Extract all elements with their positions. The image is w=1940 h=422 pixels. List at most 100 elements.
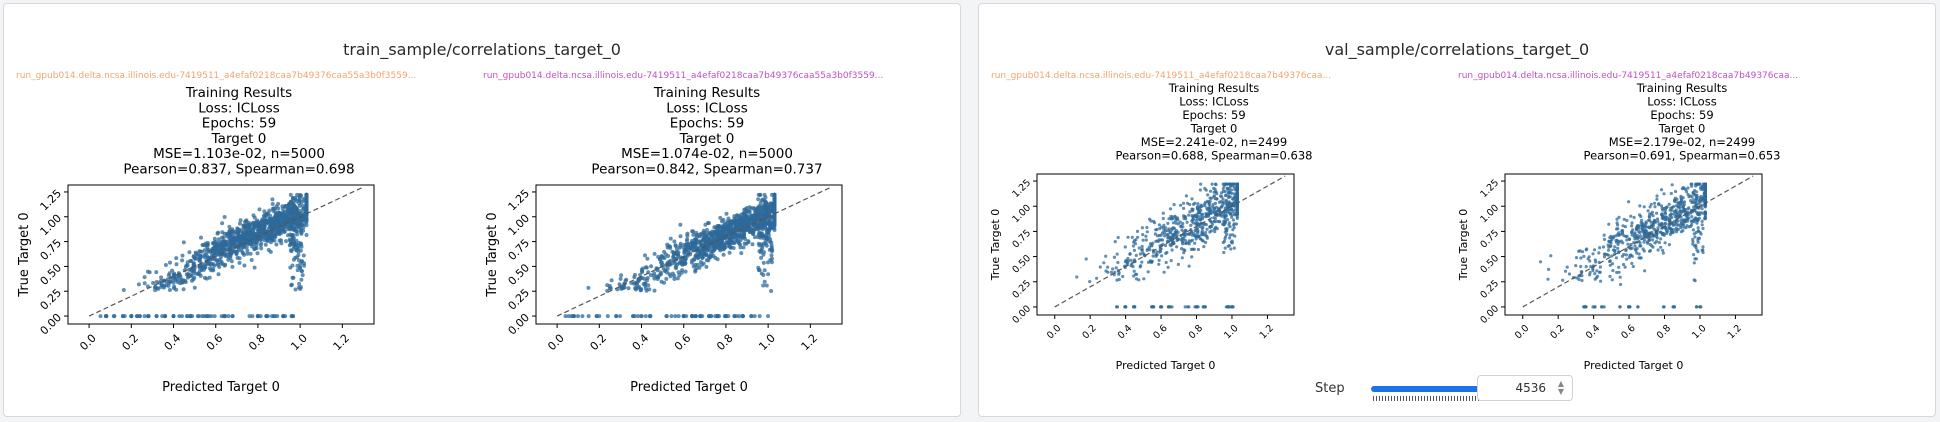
scatter-point (756, 207, 761, 212)
scatter-point (1609, 241, 1613, 245)
slider-track[interactable] (1371, 386, 1495, 392)
scatter-point (1157, 223, 1161, 227)
y-tick-label: 1.00 (1010, 203, 1033, 226)
scatter-point (688, 246, 693, 250)
scatter-point (142, 281, 147, 286)
run-label[interactable]: run_gpub014.delta.ncsa.illinois.edu-7419… (16, 71, 417, 81)
stepper-icon[interactable]: ▲ ▼ (1557, 379, 1564, 396)
scatter-point (1212, 186, 1216, 190)
run-label[interactable]: run_gpub014.delta.ncsa.illinois.edu-7419… (991, 71, 1332, 81)
x-tick-label: 0.8 (246, 332, 268, 354)
scatter-point (758, 250, 763, 255)
x-tick-label: 0.8 (714, 332, 736, 354)
scatter-point (1219, 205, 1223, 209)
chart-title-line: MSE=1.074e-02, n=5000 (621, 146, 793, 162)
scatter-point (1646, 209, 1650, 213)
scatter-point (1138, 252, 1142, 256)
x-tick-label: 1.0 (756, 332, 778, 354)
scatter-point (207, 261, 212, 266)
x-tick-label: 1.0 (288, 332, 310, 354)
scatter-point (262, 209, 267, 214)
scatter-point (1136, 235, 1140, 239)
scatter-point (275, 314, 280, 319)
scatter-point (1598, 246, 1602, 250)
scatter-point (648, 314, 652, 319)
scatter-point (1205, 227, 1209, 231)
step-label: Step (1315, 381, 1345, 396)
scatter-point (153, 288, 158, 293)
scatter-point (617, 282, 622, 287)
scatter-point (667, 272, 672, 277)
scatter-point (681, 314, 686, 319)
scatter-point (672, 239, 677, 244)
scatter-point (1686, 186, 1690, 190)
scatter-point (171, 272, 176, 277)
scatter-point (1698, 305, 1702, 309)
scatter-point (1232, 192, 1236, 196)
scatter-point (669, 314, 674, 319)
scatter-point (1642, 205, 1646, 209)
scatter-point (1648, 205, 1652, 209)
scatter-point (1132, 269, 1136, 273)
scatter-point (304, 192, 309, 197)
x-tick-label: 0.2 (120, 332, 142, 354)
run-label[interactable]: run_gpub014.delta.ncsa.illinois.edu-7419… (483, 71, 884, 81)
scatter-point (1655, 194, 1659, 198)
scatter-point (1695, 305, 1699, 309)
scatter-point (1661, 208, 1665, 212)
scatter-point (1232, 223, 1236, 227)
scatter-point (1658, 223, 1662, 227)
scatter-point (1667, 243, 1671, 247)
scatter-point (1167, 217, 1171, 221)
scatter-point (1630, 224, 1634, 228)
scatter-point (1703, 189, 1707, 193)
scatter-point (266, 230, 271, 235)
scatter-point (1169, 259, 1173, 263)
scatter-point (178, 275, 183, 280)
scatter-point (171, 314, 176, 319)
scatter-point (162, 283, 167, 288)
scatter-point (243, 223, 248, 228)
scatter-point (1636, 224, 1640, 228)
scatter-point (274, 242, 279, 247)
scatter-point (737, 215, 742, 220)
scatter-point (218, 246, 223, 251)
scatter-point (1666, 229, 1670, 233)
y-tick-label: 0.00 (38, 311, 65, 338)
x-tick-label: 0.6 (204, 332, 226, 354)
scatter-point (680, 262, 685, 267)
scatter-point (643, 281, 648, 286)
scatter-point (677, 273, 682, 278)
scatter-point (1694, 257, 1698, 261)
scatter-point (270, 216, 275, 221)
scatter-point (1198, 188, 1202, 192)
scatter-point (748, 213, 753, 218)
scatter-point (563, 314, 568, 319)
scatter-point (1630, 231, 1634, 235)
scatter-point (191, 254, 196, 259)
scatter-point (1189, 223, 1193, 227)
scatter-point (752, 314, 757, 319)
scatter-point (201, 267, 206, 272)
scatter-point (1134, 253, 1138, 257)
scatter-point (576, 314, 580, 319)
scatter-point (1549, 254, 1553, 258)
scatter-point (762, 279, 767, 284)
scatter-point (1183, 215, 1187, 219)
scatter-point (715, 314, 720, 319)
scatter-point (1674, 221, 1678, 225)
step-input[interactable]: 4536 ▲ ▼ (1477, 375, 1573, 401)
scatter-point (1669, 191, 1673, 196)
run-label[interactable]: run_gpub014.delta.ncsa.illinois.edu-7419… (1458, 71, 1799, 81)
scatter-point (1610, 254, 1614, 258)
scatter-point (1140, 260, 1144, 264)
scatter-point (1575, 276, 1579, 280)
scatter-point (1584, 305, 1588, 309)
scatter-point (1224, 194, 1228, 198)
scatter-point (742, 241, 747, 246)
x-tick-label: 0.0 (77, 332, 99, 354)
scatter-point (1191, 221, 1195, 225)
scatter-point (1627, 200, 1631, 204)
scatter-point (1141, 238, 1145, 242)
